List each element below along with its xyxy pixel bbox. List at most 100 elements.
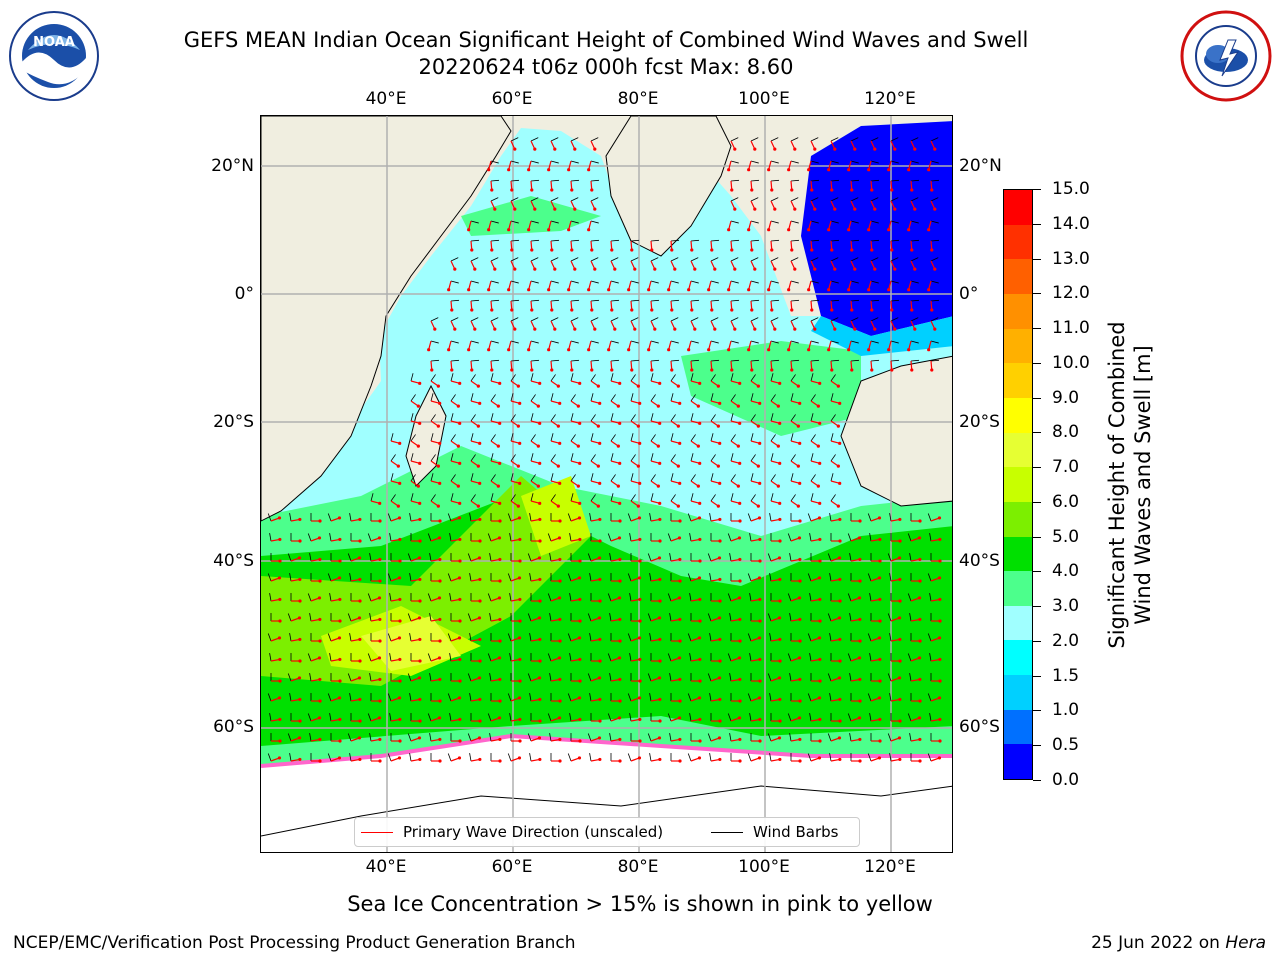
wind-barb (769, 753, 772, 762)
wave-direction-arrowhead (770, 188, 774, 192)
wind-barb (650, 299, 660, 302)
wave-direction-arrowhead (878, 717, 882, 722)
wave-direction-arrowhead (518, 619, 522, 623)
wave-direction-arrowhead (810, 368, 814, 372)
wave-direction-arrowhead (758, 537, 762, 542)
wave-direction-arrowhead (870, 248, 874, 252)
wind-barb (907, 533, 912, 542)
wave-direction-arrowhead (537, 736, 542, 740)
wind-barb (550, 454, 556, 462)
wave-direction-arrowhead (573, 327, 577, 331)
wind-barb (750, 299, 760, 302)
wave-direction-arrowhead (898, 719, 902, 723)
wave-direction-arrowhead (878, 619, 882, 623)
wave-direction-arrowhead (558, 639, 562, 643)
colorbar-segment (1004, 259, 1032, 295)
colorbar-segment (1004, 467, 1032, 502)
lat-tick-left: 40°S (213, 551, 254, 571)
wave-direction-arrowhead (378, 579, 382, 583)
wave-direction-arrowhead (318, 579, 322, 583)
wind-barb (770, 299, 780, 302)
wave-direction-arrowhead (658, 757, 662, 762)
wind-barb (810, 474, 816, 482)
wave-direction-arrowhead (758, 739, 762, 743)
wind-barb (387, 633, 392, 642)
wave-direction-arrowhead (476, 424, 480, 428)
wave-direction-arrowhead (538, 501, 542, 505)
wind-barb (627, 753, 632, 762)
wave-direction-arrowhead (873, 327, 877, 331)
wind-barb (450, 299, 460, 302)
wind-barb (630, 433, 634, 442)
wind-barb (850, 179, 860, 182)
wind-barb (730, 394, 736, 402)
wave-direction-arrowhead (533, 207, 537, 211)
wind-barb (369, 673, 372, 682)
wind-barb (427, 593, 432, 602)
wind-barb (510, 239, 520, 242)
wave-direction-arrowhead (538, 381, 542, 385)
wave-direction-arrowhead (933, 267, 937, 271)
wave-direction-arrowhead (757, 756, 762, 760)
wave-direction-arrowhead (690, 308, 694, 312)
wave-direction-arrowhead (297, 616, 302, 620)
wind-barb (630, 239, 640, 242)
wind-barb (650, 340, 659, 344)
wind-barb (690, 317, 699, 322)
wave-direction-arrowhead (836, 464, 840, 468)
wave-direction-arrowhead (478, 719, 482, 723)
wave-direction-arrowhead (778, 719, 782, 723)
wind-barb (590, 494, 596, 502)
wave-direction-arrowhead (317, 656, 322, 660)
wind-barb (850, 239, 860, 242)
wind-barb (647, 673, 652, 682)
wave-direction-arrowhead (837, 676, 842, 680)
wind-barb (790, 317, 799, 322)
wind-barb (749, 533, 752, 542)
wind-barb (927, 693, 932, 702)
wind-barb (430, 340, 439, 344)
colorbar-tick (1033, 571, 1041, 573)
wave-direction-arrowhead (553, 267, 557, 271)
lat-tick-left: 0° (234, 284, 254, 304)
wave-direction-arrowhead (693, 267, 697, 271)
wave-direction-arrowhead (898, 757, 902, 762)
wind-barb (530, 434, 536, 442)
wave-direction-arrowhead (598, 401, 602, 405)
wind-barb (690, 474, 696, 482)
wind-barb (830, 257, 839, 262)
wind-barb (467, 613, 472, 622)
wave-direction-arrowhead (498, 579, 502, 583)
lon-tick-top: 40°E (365, 89, 407, 109)
wind-barb (507, 633, 512, 642)
wave-direction-arrowhead (527, 288, 531, 292)
wave-direction-arrowhead (790, 248, 794, 252)
wave-direction-arrowhead (927, 348, 931, 352)
lat-tick-right: 20°S (959, 412, 1000, 432)
wave-direction-arrowhead (398, 739, 402, 743)
wind-barb (830, 374, 836, 382)
wind-barb (730, 299, 740, 302)
wind-barb (427, 533, 432, 542)
wind-barb (489, 733, 492, 742)
wind-barb (267, 753, 272, 762)
wave-direction-arrowhead (698, 717, 702, 722)
wave-direction-arrowhead (698, 619, 702, 623)
wave-direction-arrowhead (807, 348, 811, 352)
wave-direction-arrowhead (757, 576, 762, 580)
wave-direction-arrowhead (753, 147, 757, 151)
wave-direction-arrowhead (498, 381, 502, 385)
wind-barb (630, 280, 639, 284)
wave-direction-arrowhead (576, 404, 580, 408)
wave-direction-arrowhead (838, 599, 842, 603)
wind-barb (629, 593, 632, 602)
wind-barb (830, 454, 836, 462)
wave-direction-arrowhead (318, 557, 322, 562)
wave-direction-arrowhead (773, 327, 777, 331)
wave-direction-arrowhead (418, 501, 422, 505)
wind-barb (930, 137, 939, 142)
wind-barb (510, 374, 516, 382)
wind-barb (610, 317, 619, 322)
footer-branch: NCEP/EMC/Verification Post Processing Pr… (13, 933, 576, 953)
wind-barb (490, 280, 499, 284)
